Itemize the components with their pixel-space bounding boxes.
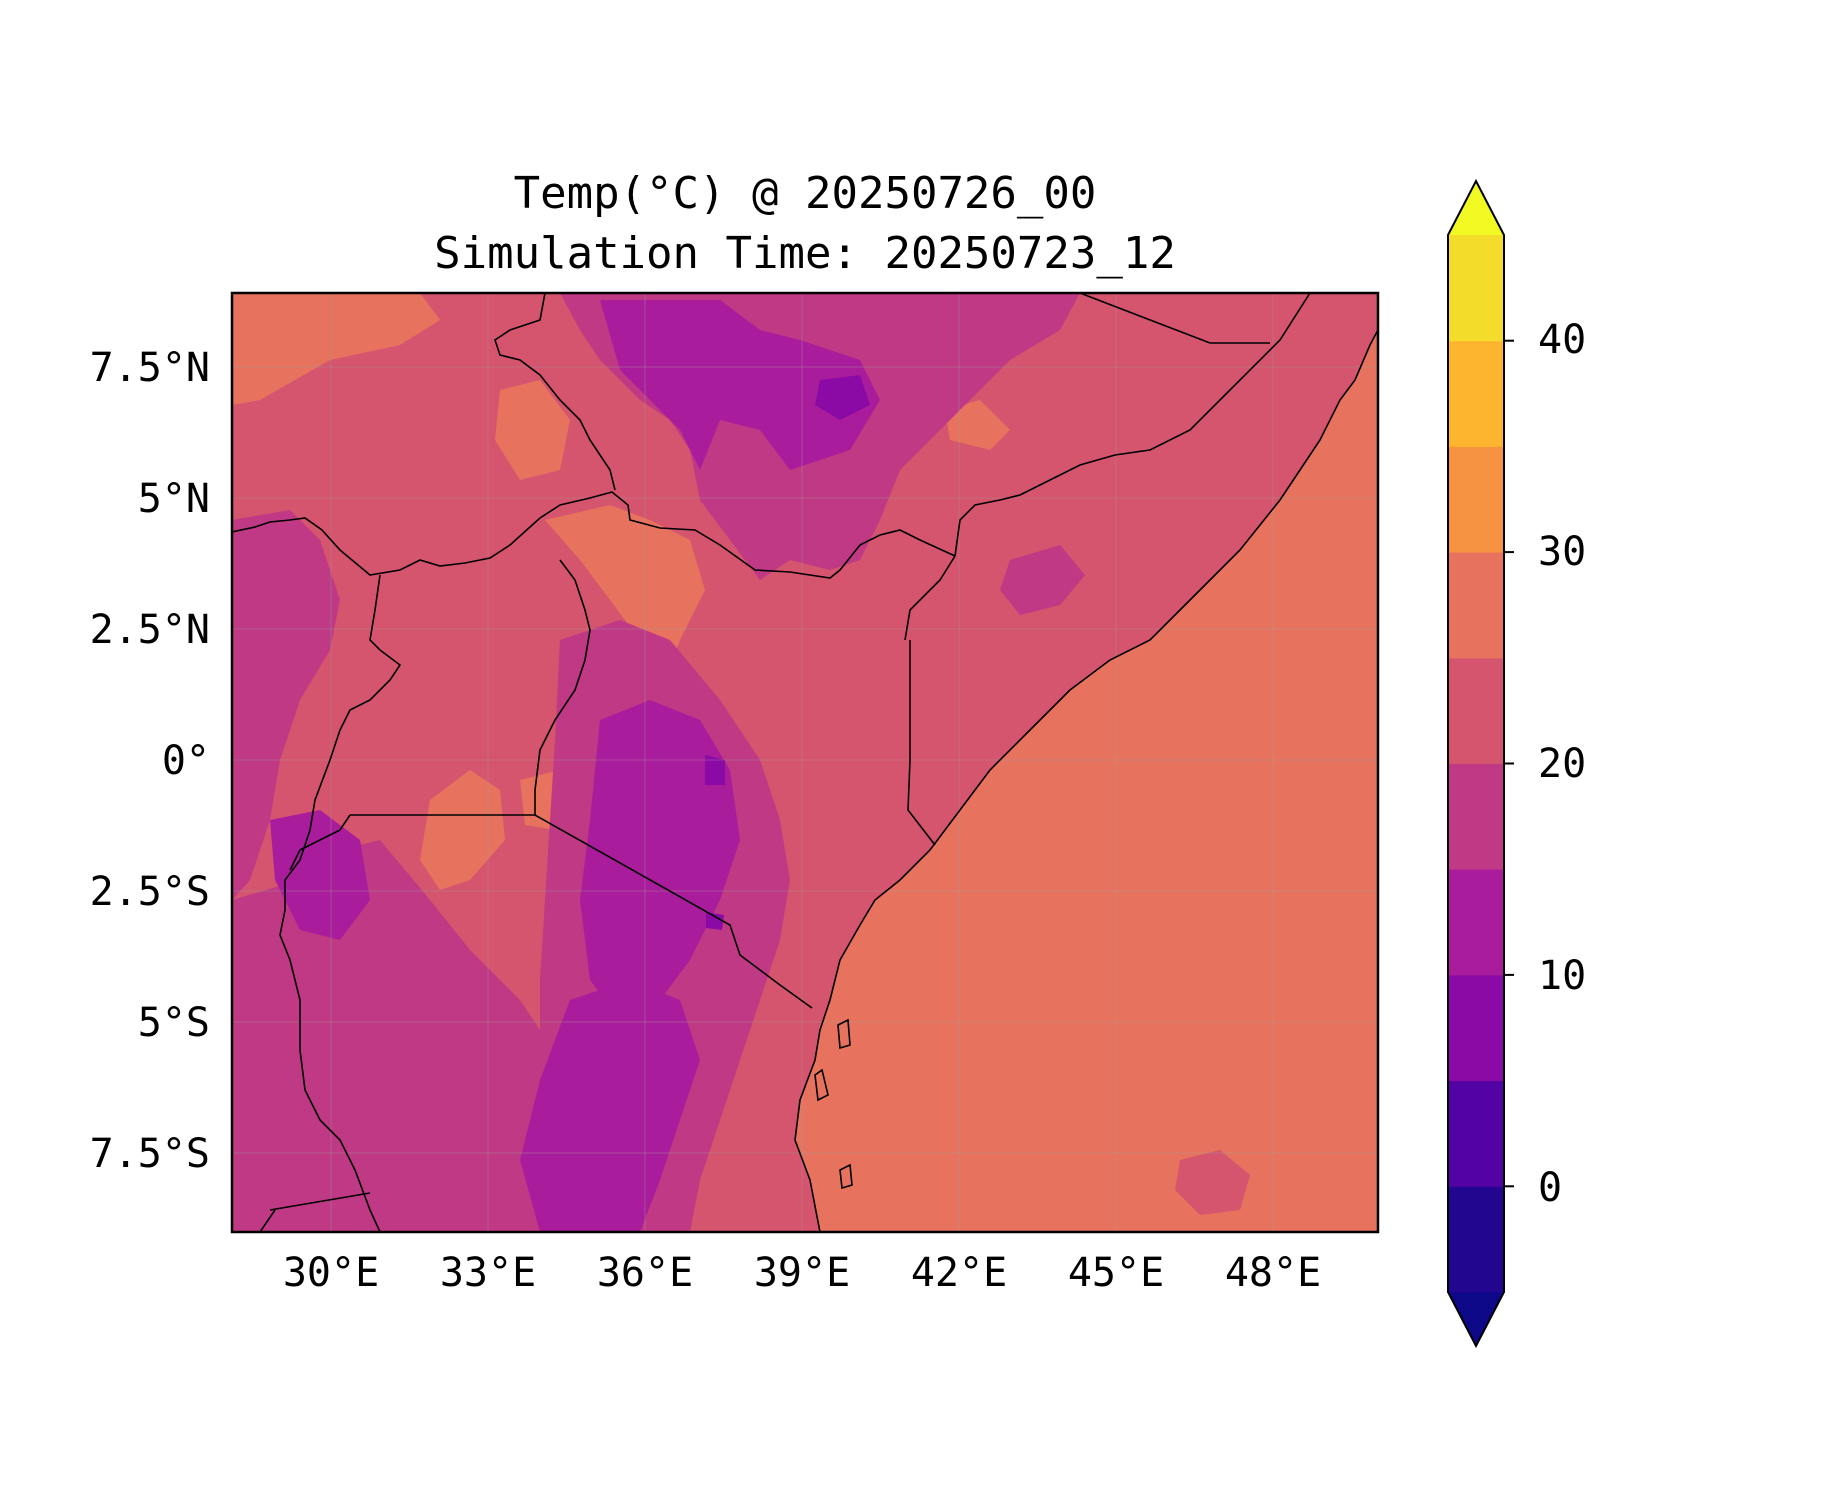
lon-axis: 30°E 33°E 36°E 39°E 42°E 45°E 48°E bbox=[283, 1250, 1321, 1296]
map-frame bbox=[230, 291, 1380, 1234]
colorbar-ticks: 0 10 20 30 40 bbox=[1538, 317, 1586, 1211]
colorbar-outline bbox=[1447, 178, 1505, 1349]
lon-tick-label: 36°E bbox=[597, 1250, 693, 1296]
indian-ocean-fill bbox=[795, 330, 1378, 1232]
cool-region-tanzania-west bbox=[232, 840, 620, 1232]
cold-region-tanzania-core bbox=[520, 980, 700, 1232]
colorbar-band bbox=[1448, 974, 1504, 1082]
lat-tick-label: 0° bbox=[162, 738, 210, 784]
colorbar-band bbox=[1448, 446, 1504, 553]
colorbar bbox=[1447, 178, 1514, 1349]
colorbar-extend-min bbox=[1448, 1292, 1504, 1346]
cool-region-somalia-plateau bbox=[1000, 545, 1085, 615]
colorbar-band bbox=[1448, 869, 1504, 976]
colorbar-band bbox=[1448, 340, 1504, 447]
lat-tick-label: 2.5°S bbox=[90, 869, 210, 915]
warm-region-south-sudan bbox=[495, 380, 570, 480]
map-gridlines bbox=[232, 293, 1378, 1232]
lon-tick-label: 45°E bbox=[1068, 1250, 1164, 1296]
coastline bbox=[794, 329, 1378, 1232]
colorbar-band bbox=[1448, 763, 1504, 870]
cold-region-rwanda bbox=[270, 810, 370, 940]
colorbar-band bbox=[1448, 1080, 1504, 1187]
lon-tick-label: 39°E bbox=[754, 1250, 850, 1296]
lat-tick-label: 7.5°S bbox=[90, 1131, 210, 1177]
colorbar-tick-label: 0 bbox=[1538, 1165, 1562, 1211]
ocean-patch-southeast bbox=[1175, 1150, 1250, 1215]
colorbar-band bbox=[1448, 657, 1504, 764]
lat-tick-label: 5°N bbox=[138, 476, 210, 522]
title-line-2: Simulation Time: 20250723_12 bbox=[434, 228, 1176, 279]
lon-tick-label: 48°E bbox=[1225, 1250, 1321, 1296]
country-borders bbox=[232, 293, 1311, 1232]
colorbar-band bbox=[1448, 552, 1504, 659]
lon-tick-label: 42°E bbox=[911, 1250, 1007, 1296]
lat-tick-label: 7.5°N bbox=[90, 345, 210, 391]
colorbar-tick-label: 30 bbox=[1538, 529, 1586, 575]
colorbar-band bbox=[1448, 1186, 1504, 1293]
cool-region-west bbox=[232, 510, 340, 900]
coldest-spot-kenya bbox=[705, 755, 725, 785]
coldest-spot-ethiopia bbox=[815, 375, 870, 420]
colorbar-band bbox=[1448, 235, 1504, 342]
warm-region-ethiopia-east bbox=[945, 400, 1010, 450]
lon-tick-label: 30°E bbox=[283, 1250, 379, 1296]
coldest-spot-kilimanjaro bbox=[706, 912, 724, 930]
warm-region-tanzania bbox=[420, 770, 505, 890]
cold-region-kenya-core bbox=[580, 700, 740, 1020]
lat-axis: 7.5°N 5°N 2.5°N 0° 2.5°S 5°S 7.5°S bbox=[90, 345, 210, 1177]
lon-tick-label: 33°E bbox=[440, 1250, 536, 1296]
title-line-1: Temp(°C) @ 20250726_00 bbox=[514, 168, 1097, 219]
colorbar-tick-label: 10 bbox=[1538, 953, 1586, 999]
cold-region-ethiopia-core bbox=[600, 300, 880, 470]
lat-tick-label: 5°S bbox=[138, 1000, 210, 1046]
lat-tick-label: 2.5°N bbox=[90, 607, 210, 653]
colorbar-tick-label: 20 bbox=[1538, 741, 1586, 787]
colorbar-tick-label: 40 bbox=[1538, 317, 1586, 363]
colorbar-extend-max bbox=[1448, 181, 1504, 235]
map-panel bbox=[232, 293, 1378, 1232]
warm-region-northwest bbox=[232, 293, 440, 405]
